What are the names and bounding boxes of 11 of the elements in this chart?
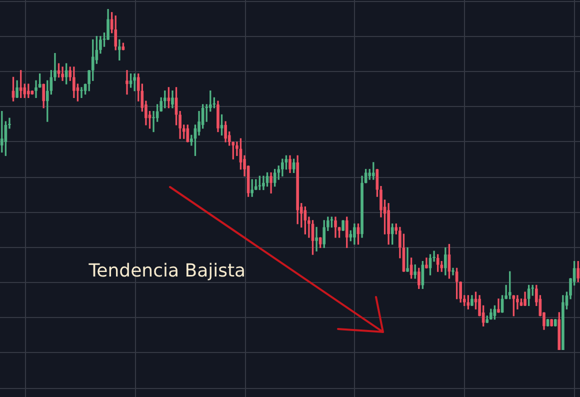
candlestick [133,73,136,92]
annotation: Tendencia Bajista [88,260,246,282]
candlestick [61,66,64,81]
candlestick [452,268,454,276]
candlestick [315,226,318,252]
candlestick [152,110,155,132]
candlestick [497,298,500,313]
candlestick [80,87,83,98]
candlestick [27,84,30,98]
candlestick [126,70,128,95]
candlestick [406,247,409,272]
